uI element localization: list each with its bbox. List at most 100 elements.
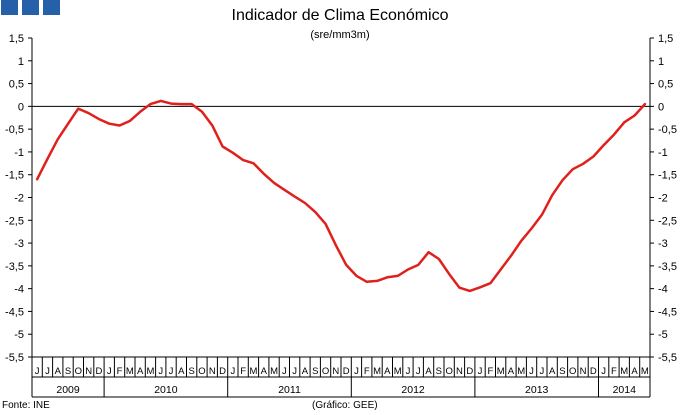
y-tick-label: -3: [14, 238, 24, 250]
x-month-label: A: [508, 366, 515, 377]
x-month-label: S: [65, 366, 71, 377]
x-month-label: N: [456, 366, 463, 377]
x-year-label: 2011: [278, 384, 301, 396]
x-month-label: D: [590, 366, 597, 377]
x-month-label: M: [126, 366, 134, 377]
series: [35, 99, 647, 293]
y-tick-label: -1,5: [658, 170, 677, 182]
x-month-label: O: [322, 366, 329, 377]
y-tick-label: -2: [658, 193, 668, 205]
y-tick-label: -5: [14, 329, 24, 341]
x-month-label: F: [364, 366, 370, 377]
x-month-label: M: [497, 366, 505, 377]
y-tick-label: -5,5: [5, 352, 24, 364]
x-month-label: M: [373, 366, 381, 377]
y-tick-label: -4: [14, 284, 24, 296]
x-month-label: O: [445, 366, 452, 377]
x-month-label: D: [466, 366, 473, 377]
x-month-label: D: [219, 366, 226, 377]
y-tick-label: -3,5: [5, 261, 24, 273]
x-month-label: M: [620, 366, 628, 377]
x-month-label: S: [188, 366, 194, 377]
y-tick-label: -2: [14, 193, 24, 205]
y-tick-label: -0,5: [5, 124, 24, 136]
logo-square: [1, 0, 18, 15]
y-tick-label: -5,5: [658, 352, 677, 364]
y-tick-label: -4,5: [5, 306, 24, 318]
x-month-label: J: [282, 366, 287, 377]
y-tick-label: 1: [658, 56, 664, 68]
x-month-label: J: [169, 366, 174, 377]
x-month-label: M: [270, 366, 278, 377]
y-tick-label: 0,5: [9, 79, 24, 91]
y-tick-label: 1,5: [658, 33, 673, 45]
credit-note: (Gráfico: GEE): [312, 400, 378, 411]
series-line: [35, 99, 647, 293]
source-note: Fonte: INE: [2, 400, 50, 411]
chart-title: Indicador de Clima Económico: [231, 7, 449, 24]
x-month-label: M: [641, 366, 649, 377]
x-month-label: D: [343, 366, 350, 377]
y-tick-label: -3: [658, 238, 668, 250]
x-month-label: A: [631, 366, 638, 377]
x-month-label: N: [332, 366, 339, 377]
chart-subtitle: (sre/mm3m): [310, 29, 370, 41]
x-month-label: M: [146, 366, 154, 377]
x-year-label: 2014: [613, 384, 637, 396]
x-month-label: A: [425, 366, 432, 377]
y-tick-label: -2,5: [5, 215, 24, 227]
y-tick-label: 1: [18, 56, 24, 68]
x-month-label: A: [549, 366, 556, 377]
y-tick-label: -5: [658, 329, 668, 341]
x-month-label: O: [75, 366, 82, 377]
x-month-label: F: [240, 366, 246, 377]
x-month-label: J: [529, 366, 534, 377]
x-month-label: M: [394, 366, 402, 377]
y-tick-label: 0: [18, 101, 24, 113]
x-month-label: A: [384, 366, 391, 377]
x-month-label: J: [158, 366, 163, 377]
x-month-label: J: [107, 366, 112, 377]
y-axis-right: 1,5 1 0,5 0 -0,5 -1 -1,5 -2 -2,5 -3 -3,5 -4 -4,5 -5 -5…: [650, 33, 677, 364]
y-tick-label: -1: [14, 147, 24, 159]
x-year-label: 2012: [401, 384, 425, 396]
x-month-label: O: [569, 366, 576, 377]
x-year-label: 2009: [56, 384, 80, 396]
x-month-label: M: [249, 366, 257, 377]
axes: [31, 38, 651, 398]
x-month-label: A: [261, 366, 268, 377]
y-tick-label: -1,5: [5, 170, 24, 182]
x-month-label: J: [416, 366, 421, 377]
y-tick-label: -1: [658, 147, 668, 159]
x-month-label: A: [302, 366, 309, 377]
y-axis-left: 1,5 1 0,5 0 -0,5 -1 -1,5 -2 -2,5 -3 -3,5 -4 -4,5 -5 -5…: [5, 33, 32, 364]
x-month-label: A: [178, 366, 185, 377]
x-month-label: J: [539, 366, 544, 377]
x-month-label: F: [487, 366, 493, 377]
x-month-label: J: [478, 366, 483, 377]
x-month-label: A: [137, 366, 144, 377]
y-tick-label: -4: [658, 284, 668, 296]
x-month-label: S: [312, 366, 318, 377]
x-month-label: N: [580, 366, 587, 377]
y-tick-label: 1,5: [9, 33, 24, 45]
x-year-label: 2010: [154, 384, 178, 396]
y-tick-label: -4,5: [658, 306, 677, 318]
y-tick-label: -0,5: [658, 124, 677, 136]
x-month-label: J: [230, 366, 235, 377]
x-month-label: F: [117, 366, 123, 377]
y-tick-label: -3,5: [658, 261, 677, 273]
x-month-label: N: [85, 366, 92, 377]
x-month-label: S: [559, 366, 565, 377]
logo-square: [22, 0, 39, 15]
x-month-label: J: [406, 366, 411, 377]
x-month-label: J: [45, 366, 50, 377]
logo: [1, 0, 60, 15]
x-month-label: S: [436, 366, 442, 377]
x-month-label: D: [96, 366, 103, 377]
x-month-label: O: [198, 366, 205, 377]
x-month-label: F: [611, 366, 617, 377]
x-month-label: J: [292, 366, 297, 377]
